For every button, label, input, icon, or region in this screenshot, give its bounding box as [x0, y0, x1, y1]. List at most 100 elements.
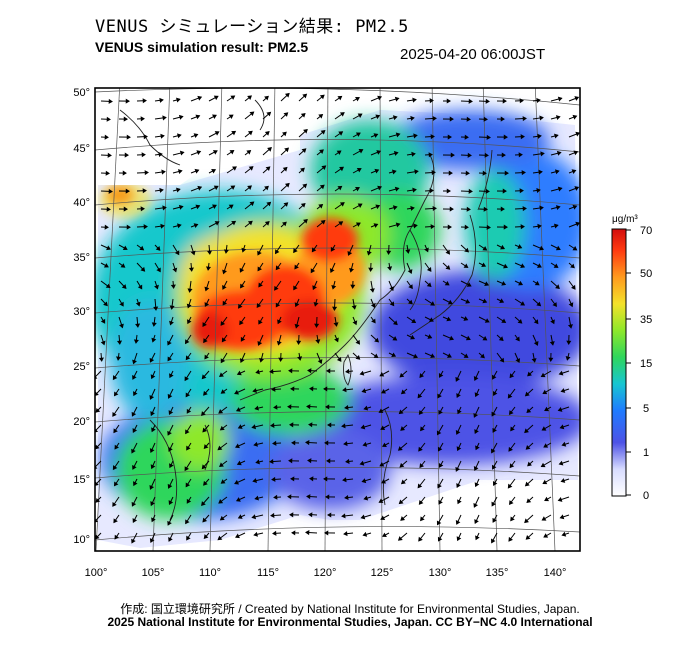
wind-arrow-head: [573, 150, 579, 156]
wind-arrow-head: [267, 147, 272, 152]
wind-arrow-head: [436, 430, 442, 436]
wind-arrow-head: [103, 263, 109, 268]
wind-arrow-head: [222, 300, 228, 306]
wind-arrow-head: [507, 483, 513, 489]
wind-arrow-head: [520, 263, 526, 268]
wind-arrow-head: [253, 441, 258, 447]
wind-arrow-head: [557, 96, 563, 102]
wind-arrow-head: [232, 166, 237, 171]
footer-credit: 作成: 国立環境研究所 / Created by National Instit…: [120, 602, 580, 616]
wind-arrow-head: [410, 205, 415, 211]
wind-arrow-head: [555, 115, 561, 121]
wind-arrow-head: [468, 188, 473, 194]
wind-arrow-head: [567, 324, 573, 329]
wind-arrow-head: [522, 116, 527, 122]
wind-arrow-head: [153, 306, 159, 311]
wind-vector-field: [95, 92, 580, 544]
wind-arrow-head: [430, 224, 435, 230]
wind-arrow-head: [527, 371, 532, 377]
wind-arrow-head: [309, 386, 314, 392]
wind-arrow-head: [150, 374, 156, 380]
wind-arrow-head: [220, 320, 226, 326]
wind-arrow-head: [219, 462, 224, 467]
wind-arrow-head: [491, 411, 496, 417]
wind-arrow-head: [303, 128, 308, 134]
wind-arrow-head: [170, 284, 176, 289]
wind-arrow-head: [169, 463, 174, 469]
wind-arrow-head: [185, 355, 191, 361]
wind-arrow-head: [167, 340, 172, 346]
wind-arrow-head: [447, 353, 452, 358]
wind-arrow-head: [499, 357, 505, 363]
wind-arrow-head: [359, 370, 365, 376]
wind-arrow-head: [168, 410, 174, 416]
wind-arrow-head: [167, 393, 173, 399]
wind-arrow-head: [177, 169, 183, 175]
wind-arrow-head: [211, 169, 217, 174]
wind-arrow-head: [251, 514, 257, 520]
wind-arrow-head: [264, 131, 270, 136]
wind-arrow-head: [133, 481, 138, 487]
wind-arrow-head: [400, 479, 406, 485]
wind-arrow-head: [543, 533, 549, 538]
wind-arrow-head: [168, 500, 174, 506]
wind-arrow-head: [274, 285, 279, 291]
wind-arrow-head: [131, 411, 137, 417]
wind-arrow-head: [307, 368, 312, 374]
lat-label-30: 30°: [73, 306, 90, 318]
wind-arrow-head: [288, 458, 293, 464]
wind-arrow-head: [133, 339, 139, 344]
wind-arrow-head: [352, 320, 358, 326]
wind-arrow-head: [358, 149, 364, 154]
wind-arrow-head: [326, 458, 331, 464]
wind-arrow-head: [481, 262, 487, 267]
wind-arrow-head: [319, 94, 325, 100]
wind-arrow-head: [257, 341, 263, 346]
wind-arrow-head: [314, 323, 320, 328]
wind-arrow-head: [301, 148, 307, 154]
wind-arrow-head: [501, 280, 507, 286]
wind-arrow-head: [114, 444, 119, 450]
wind-arrow-head: [206, 266, 212, 271]
wind-arrow-head: [555, 284, 560, 290]
wind-arrow-head: [325, 494, 330, 500]
wind-arrow-head: [491, 448, 496, 454]
colorbar-unit: μg/m³: [612, 214, 638, 225]
wind-arrow-head: [456, 446, 462, 452]
wind-arrow-head: [132, 359, 137, 365]
wind-arrow-head: [553, 263, 559, 268]
wind-arrow-head: [400, 389, 406, 395]
wind-arrow-head: [357, 113, 363, 118]
wind-arrow-head: [557, 497, 563, 502]
wind-arrow-head: [104, 134, 109, 140]
wind-arrow-head: [113, 391, 119, 397]
wind-arrow-head: [264, 95, 269, 101]
wind-arrow-head: [202, 427, 208, 433]
wind-arrow-head: [201, 501, 206, 506]
wind-arrow-head: [544, 496, 550, 502]
graticule: [95, 88, 580, 551]
wind-arrow-head: [218, 499, 224, 504]
wind-arrow-head: [201, 464, 207, 470]
wind-arrow-head: [427, 334, 433, 339]
wind-arrow-head: [98, 357, 104, 362]
wind-arrow-head: [116, 356, 122, 361]
wind-arrow-head: [202, 322, 207, 328]
wind-arrow-head: [159, 97, 164, 103]
wind-arrow-head: [272, 530, 277, 536]
wind-arrow-head: [247, 220, 253, 226]
wind-arrow-head: [303, 218, 308, 224]
wind-arrow-head: [430, 134, 435, 140]
wind-arrow-head: [122, 245, 128, 251]
wind-arrow-head: [294, 302, 300, 308]
wind-arrow-head: [114, 534, 119, 540]
wind-arrow-head: [570, 263, 575, 269]
wind-arrow-head: [106, 116, 111, 122]
wind-arrow-head: [162, 115, 167, 121]
wind-arrow-head: [437, 393, 442, 399]
wind-arrow-head: [366, 250, 372, 256]
wind-arrow-head: [413, 223, 418, 229]
wind-arrow-head: [309, 476, 314, 482]
wind-arrow-head: [320, 130, 326, 135]
wind-arrow-head: [375, 204, 381, 210]
